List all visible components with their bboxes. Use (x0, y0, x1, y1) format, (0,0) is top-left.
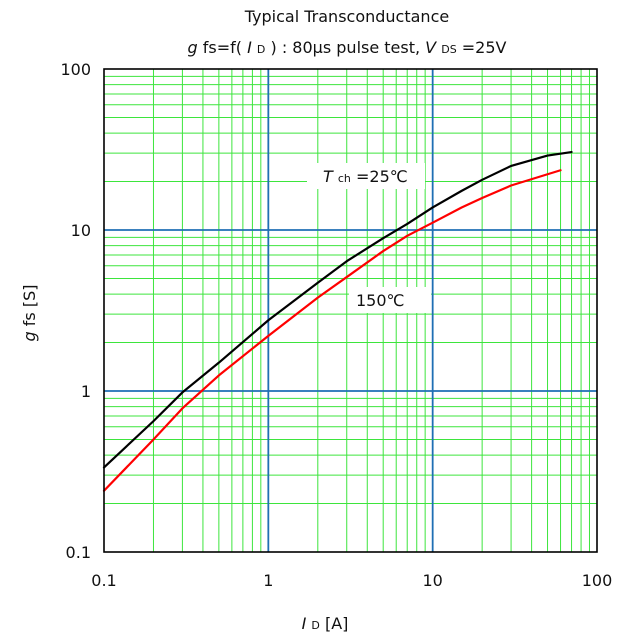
series-layer (102, 150, 573, 492)
tick-layer: 0.1 1 10 100 100 10 1 0.1 (60, 60, 612, 590)
ylabel-unit: [S] (20, 285, 39, 308)
subtitle-middle: ) : 80μs pulse test, (271, 38, 426, 57)
frame-layer (103, 68, 598, 553)
grid-layer (104, 69, 597, 552)
xlabel-unit: [A] (325, 614, 348, 633)
x-tick-label: 1 (263, 571, 273, 590)
ylabel-fs: fs (20, 312, 39, 326)
subtitle-fs-eq: fs=f( (203, 38, 242, 57)
y-tick-label: 100 (60, 60, 91, 79)
annotation-tch-25-bg (307, 163, 425, 189)
x-tick-label: 0.1 (91, 571, 116, 590)
annotation-tch-25-text: T ch =25℃ (323, 167, 408, 186)
y-tick-label: 10 (71, 221, 91, 240)
subtitle-i: I (247, 38, 252, 57)
y-axis-label: g fs [S] (20, 285, 39, 342)
annotation-t: T (323, 167, 334, 186)
subtitle-g: g (188, 38, 198, 57)
y-tick-label: 1 (81, 382, 91, 401)
annotation-150-bg (349, 287, 431, 313)
y-tick-label: 0.1 (66, 543, 91, 562)
chart-title: Typical Transconductance (244, 7, 449, 26)
chart-subtitle: g fs=f( I D ) : 80μs pulse test, V DS =2… (188, 38, 507, 57)
subtitle-d: D (257, 43, 265, 56)
series-line-150 (102, 169, 562, 492)
xlabel-d: D (311, 619, 319, 632)
annotation-150-text: 150℃ (356, 291, 405, 310)
annotation-ch: ch (338, 172, 351, 185)
series-line-tch-25 (102, 150, 573, 469)
x-tick-label: 100 (582, 571, 613, 590)
annotation-150: 150℃ (349, 287, 431, 313)
x-tick-label: 10 (422, 571, 442, 590)
plot-frame (103, 68, 598, 553)
subtitle-ds: DS (441, 43, 456, 56)
annotation-tail: =25℃ (356, 167, 408, 186)
xlabel-i: I (302, 614, 307, 633)
x-axis-label: I D [A] (302, 614, 349, 633)
annotation-tch-25: T ch =25℃ (307, 163, 425, 189)
ylabel-g: g (20, 331, 39, 341)
subtitle-tail: =25V (462, 38, 507, 57)
subtitle-v: V (425, 38, 437, 57)
